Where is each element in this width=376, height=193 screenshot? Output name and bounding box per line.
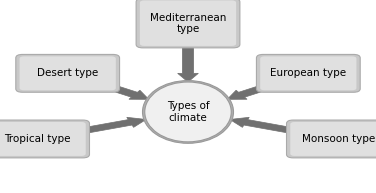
- Ellipse shape: [143, 80, 233, 143]
- Ellipse shape: [145, 82, 231, 142]
- Text: Tropical type: Tropical type: [5, 134, 71, 144]
- Text: Types of
climate: Types of climate: [167, 101, 209, 123]
- FancyBboxPatch shape: [0, 122, 86, 156]
- Polygon shape: [110, 85, 149, 99]
- Text: Desert type: Desert type: [37, 68, 98, 78]
- FancyBboxPatch shape: [260, 56, 356, 90]
- FancyBboxPatch shape: [20, 56, 116, 90]
- Polygon shape: [227, 85, 266, 99]
- Text: European type: European type: [270, 68, 346, 78]
- Polygon shape: [81, 117, 146, 134]
- Text: Mediterranean
type: Mediterranean type: [150, 13, 226, 34]
- Polygon shape: [177, 44, 199, 82]
- FancyBboxPatch shape: [0, 120, 89, 158]
- FancyBboxPatch shape: [16, 54, 120, 92]
- Polygon shape: [230, 117, 295, 134]
- FancyBboxPatch shape: [140, 0, 236, 46]
- Text: Monsoon type: Monsoon type: [302, 134, 375, 144]
- FancyBboxPatch shape: [290, 122, 376, 156]
- FancyBboxPatch shape: [287, 120, 376, 158]
- FancyBboxPatch shape: [136, 0, 240, 48]
- FancyBboxPatch shape: [256, 54, 360, 92]
